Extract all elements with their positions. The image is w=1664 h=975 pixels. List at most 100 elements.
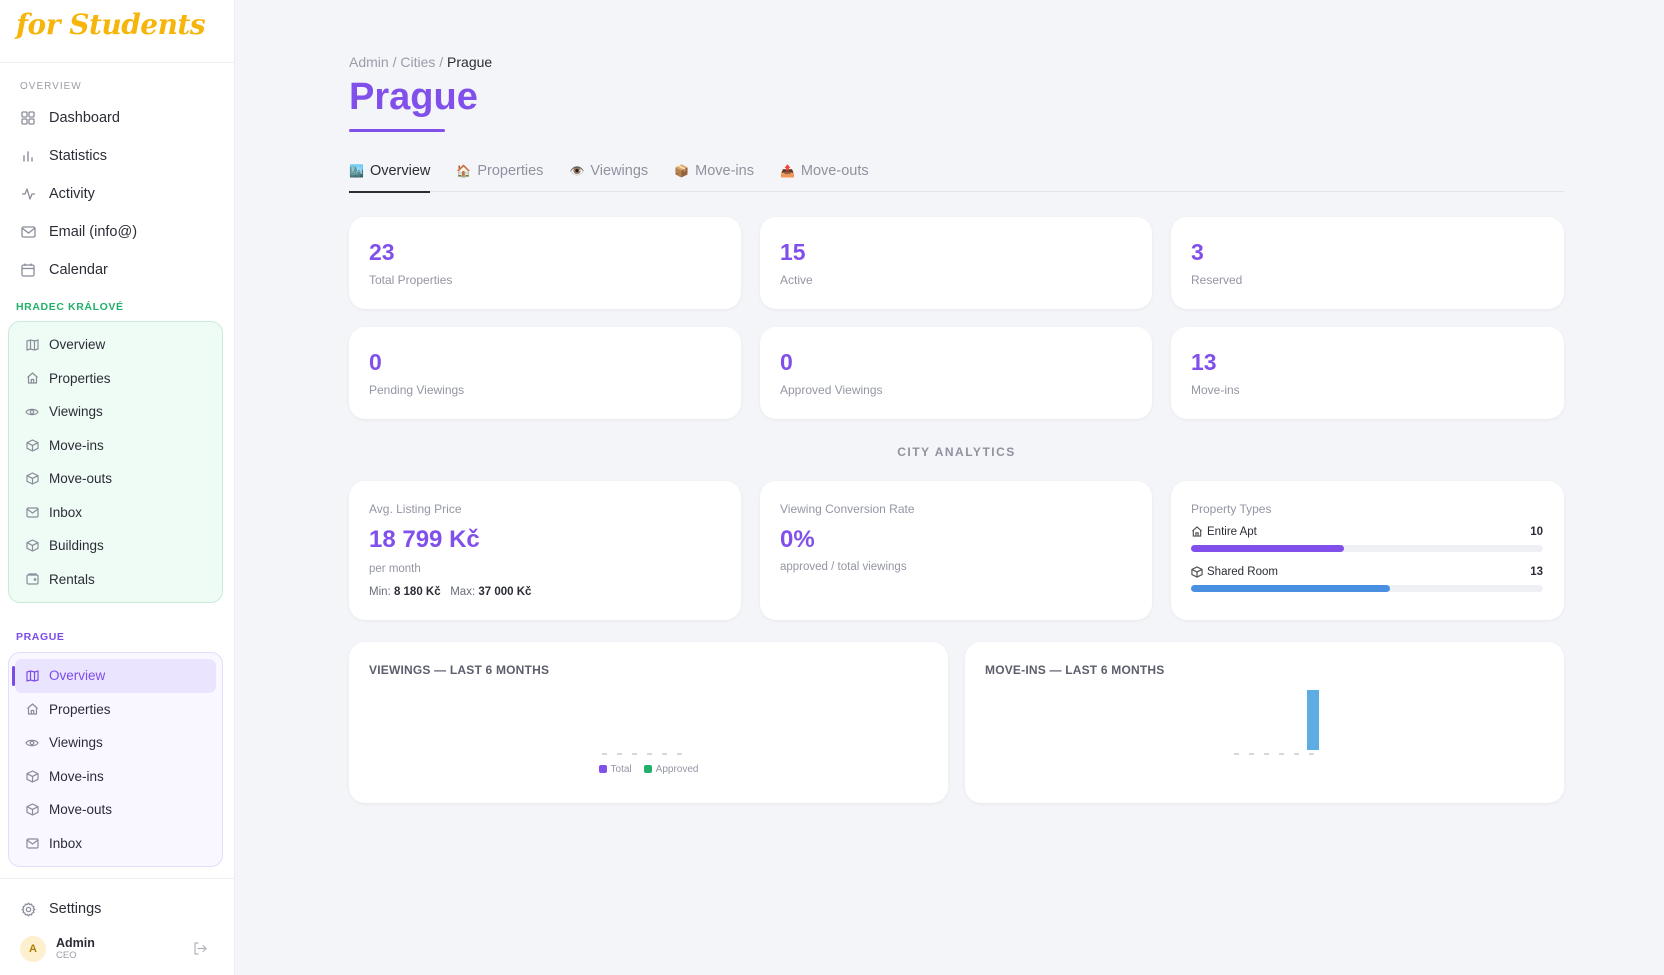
logout-icon[interactable]: [193, 942, 207, 960]
tab-label: Properties: [477, 163, 544, 179]
move-ins-chart-card: MOVE-INS — LAST 6 MONTHS: [965, 642, 1564, 803]
stat-label: Approved Viewings: [780, 383, 883, 397]
prague-move-outs[interactable]: Move-outs: [15, 793, 216, 827]
avg-price-value: 18 799 Kč: [369, 526, 480, 553]
breadcrumb-admin[interactable]: Admin /: [349, 54, 397, 70]
tab-viewings[interactable]: 👁️ Viewings: [569, 150, 648, 192]
nav-dashboard[interactable]: Dashboard: [0, 99, 234, 137]
card-title: Viewing Conversion Rate: [780, 502, 915, 516]
cityscape-icon: 🏙️: [349, 164, 364, 178]
hradec-viewings[interactable]: Viewings: [15, 395, 216, 429]
stat-value: 23: [369, 239, 395, 265]
hradec-properties[interactable]: Properties: [15, 362, 216, 396]
chart-title: VIEWINGS — LAST 6 MONTHS: [369, 663, 550, 677]
stat-label: Move-ins: [1191, 383, 1240, 397]
tab-label: Overview: [369, 163, 431, 179]
hradec-rentals[interactable]: Rentals: [15, 563, 216, 597]
nav-activity[interactable]: Activity: [0, 175, 234, 213]
calendar-icon: [20, 262, 36, 278]
package-icon: 📦: [674, 164, 690, 178]
stat-value: 0: [369, 349, 382, 375]
sub-item-label: Move-outs: [49, 471, 113, 487]
stat-card-pending-viewings: 0 Pending Viewings: [349, 327, 741, 419]
tab-move-ins[interactable]: 📦 Move-ins: [674, 150, 754, 192]
tab-move-outs[interactable]: 📤 Move-outs: [780, 150, 869, 192]
tab-overview[interactable]: 🏙️ Overview: [349, 150, 431, 193]
house-icon: 🏠: [456, 164, 472, 178]
user-name: Admin: [56, 936, 95, 950]
stat-value: 0: [780, 349, 793, 375]
chart-title: MOVE-INS — LAST 6 MONTHS: [985, 663, 1165, 677]
progress-fill: [1191, 585, 1390, 592]
move-ins-chart: [1234, 690, 1319, 755]
prague-inbox[interactable]: Inbox: [15, 827, 216, 861]
property-type-row: Shared Room 13: [1191, 566, 1543, 592]
min-label: Min:: [369, 586, 391, 598]
hradec-buildings[interactable]: Buildings: [15, 529, 216, 563]
x-tick-label: [632, 753, 637, 755]
logo[interactable]: for Students: [0, 0, 234, 63]
group-label-hradec: HRADEC KRÁLOVÉ: [16, 301, 124, 313]
nav-label: Settings: [49, 901, 102, 917]
nav-statistics[interactable]: Statistics: [0, 137, 234, 175]
avg-price-sub: per month: [369, 563, 421, 575]
mail-icon: [25, 836, 39, 850]
prague-move-ins[interactable]: Move-ins: [15, 760, 216, 794]
nav-settings[interactable]: Settings: [0, 890, 234, 928]
sub-item-label: Overview: [49, 337, 106, 353]
prague-properties[interactable]: Properties: [15, 693, 216, 727]
title-underline: [349, 129, 445, 132]
x-tick-label: [1279, 753, 1284, 755]
x-tick-label: [1264, 753, 1269, 755]
group-prague: Overview Properties Viewings Move-ins Mo…: [8, 652, 223, 867]
tab-bar: 🏙️ Overview 🏠 Properties 👁️ Viewings 📦 Move-…: [349, 150, 1564, 193]
nav-label: Activity: [49, 186, 95, 202]
progress-fill: [1191, 545, 1345, 552]
bar-chart-icon: [20, 148, 36, 164]
stat-label: Active: [780, 273, 813, 287]
legend-item-total[interactable]: Total: [598, 764, 632, 775]
card-title: Avg. Listing Price: [369, 502, 462, 516]
x-tick-label: [677, 753, 682, 755]
property-type-count: 13: [1530, 566, 1543, 578]
nav-label: Calendar: [49, 262, 108, 278]
stat-label: Reserved: [1191, 273, 1243, 287]
tab-properties[interactable]: 🏠 Properties: [456, 150, 543, 192]
user-role: CEO: [56, 950, 77, 961]
analytics-heading: CITY ANALYTICS: [897, 445, 1016, 459]
user-profile[interactable]: A Admin CEO: [20, 936, 210, 962]
legend-item-approved[interactable]: Approved: [643, 764, 698, 775]
tab-label: Move-outs: [800, 163, 869, 179]
box-icon: [25, 438, 39, 452]
card-title: Property Types: [1191, 502, 1272, 516]
property-type-label: Entire Apt: [1207, 526, 1257, 538]
group-label-prague: PRAGUE: [16, 631, 65, 643]
x-tick-label: [662, 753, 667, 755]
home-icon: [25, 702, 39, 716]
stat-card-approved-viewings: 0 Approved Viewings: [760, 327, 1152, 419]
hradec-inbox[interactable]: Inbox: [15, 496, 216, 530]
property-type-label: Shared Room: [1207, 566, 1278, 578]
home-icon: [25, 371, 39, 385]
nav-calendar[interactable]: Calendar: [0, 251, 234, 289]
stat-value: 13: [1191, 349, 1217, 375]
x-tick-label: [1309, 753, 1314, 755]
max-value: 37 000 Kč: [478, 586, 532, 598]
nav-label: Dashboard: [49, 110, 120, 126]
nav-label: Statistics: [49, 148, 108, 164]
prague-viewings[interactable]: Viewings: [15, 726, 216, 760]
stat-card-active: 15 Active: [760, 217, 1152, 309]
prague-overview[interactable]: Overview: [12, 659, 216, 693]
sub-item-label: Overview: [49, 668, 106, 684]
stat-label: Total Properties: [369, 273, 453, 287]
map-icon: [25, 338, 39, 352]
hradec-move-outs[interactable]: Move-outs: [15, 462, 216, 496]
conversion-sub: approved / total viewings: [780, 561, 907, 573]
breadcrumb-cities[interactable]: Cities /: [400, 54, 444, 70]
breadcrumb-current: Prague: [447, 54, 493, 70]
nav-email[interactable]: Email (info@): [0, 213, 234, 251]
stat-card-total-properties: 23 Total Properties: [349, 217, 741, 309]
x-tick-label: [1249, 753, 1254, 755]
hradec-move-ins[interactable]: Move-ins: [15, 429, 216, 463]
hradec-overview[interactable]: Overview: [15, 328, 216, 362]
